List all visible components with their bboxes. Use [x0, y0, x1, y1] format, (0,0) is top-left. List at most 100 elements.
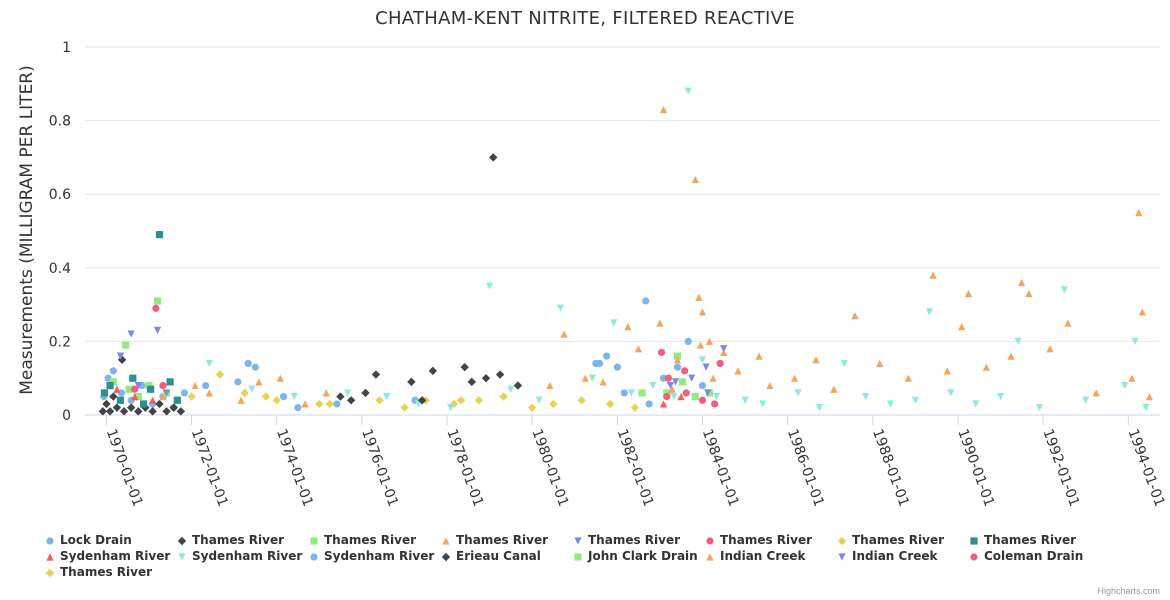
series-12	[638, 378, 687, 397]
legend-item[interactable]: Sydenham River	[44, 549, 170, 563]
series-5	[131, 304, 724, 404]
data-point	[696, 341, 705, 349]
data-point	[876, 359, 884, 368]
data-point	[1092, 389, 1100, 397]
data-point	[1121, 381, 1129, 390]
legend-item[interactable]: Thames River	[308, 533, 416, 547]
x-tick-label: 1988-01-01	[869, 427, 912, 509]
legend-item[interactable]: Indian Creek	[704, 549, 806, 563]
data-point	[638, 389, 646, 397]
series-16	[261, 392, 466, 409]
data-point	[301, 400, 309, 408]
data-point	[513, 381, 523, 390]
legend-label: Thames River	[60, 565, 153, 579]
legend-item[interactable]: Lock Drain	[44, 533, 132, 547]
series-14	[671, 378, 712, 397]
legend-item[interactable]: Thames River	[44, 565, 152, 579]
data-point	[549, 399, 558, 409]
data-point	[705, 337, 714, 345]
data-point	[361, 388, 370, 398]
legend-marker-icon	[310, 552, 318, 561]
legend-item[interactable]: Sydenham River	[308, 549, 434, 563]
data-point	[215, 370, 225, 379]
data-point	[294, 404, 302, 412]
data-point	[237, 396, 245, 404]
data-point	[187, 392, 196, 401]
data-point	[173, 396, 181, 404]
data-point	[125, 385, 133, 393]
data-point	[447, 404, 455, 412]
legend-marker-icon	[177, 536, 187, 545]
legend-marker-icon	[310, 536, 318, 545]
data-point	[684, 337, 692, 345]
data-point	[134, 393, 142, 401]
data-point	[682, 389, 690, 397]
data-point	[400, 403, 409, 412]
x-tick-label: 1976-01-01	[358, 427, 401, 509]
data-point	[346, 396, 356, 405]
series-1	[98, 153, 523, 416]
data-point	[371, 370, 381, 379]
data-point	[702, 363, 710, 371]
data-point	[698, 356, 707, 364]
data-point	[205, 389, 213, 397]
data-point	[272, 396, 281, 405]
legend-item[interactable]: Sydenham River	[176, 549, 302, 563]
credits-link[interactable]: Highcharts.com	[1097, 586, 1160, 596]
legend-item[interactable]: Coleman Drain	[968, 549, 1083, 563]
data-point	[670, 393, 678, 401]
legend-item[interactable]: Indian Creek	[836, 549, 938, 563]
data-point	[634, 345, 643, 353]
data-point	[620, 389, 628, 397]
legend-item[interactable]: Thames River	[704, 533, 812, 547]
data-point	[691, 175, 699, 184]
data-point	[122, 341, 130, 349]
data-point	[595, 359, 604, 368]
x-tick-label: 1980-01-01	[528, 427, 571, 509]
data-point	[957, 323, 966, 331]
data-point	[557, 304, 565, 312]
legend-marker-icon	[838, 552, 846, 561]
y-tick-label: 0.4	[49, 261, 71, 277]
legend-item[interactable]: Thames River	[572, 533, 680, 547]
series-8	[113, 385, 685, 408]
data-point	[109, 367, 117, 375]
data-point	[202, 381, 210, 390]
data-point	[815, 404, 824, 412]
data-point	[148, 407, 157, 416]
data-point	[527, 403, 537, 412]
legend-item[interactable]: Thames River	[836, 533, 944, 547]
data-point	[155, 399, 164, 409]
legend-marker-icon	[574, 536, 582, 545]
data-point	[117, 389, 126, 397]
legend-label: Sydenham River	[324, 549, 435, 563]
series-10	[595, 359, 653, 408]
legend-item[interactable]: Thames River	[440, 533, 548, 547]
data-point	[642, 297, 650, 305]
x-tick-label: 1982-01-01	[614, 427, 657, 509]
data-point	[645, 400, 653, 408]
data-point	[1131, 337, 1139, 345]
data-point	[109, 378, 117, 386]
data-point	[830, 385, 838, 393]
legend-label: Sydenham River	[192, 549, 303, 563]
data-point	[971, 400, 980, 408]
legend-item[interactable]: Thames River	[968, 533, 1076, 547]
data-point	[255, 378, 263, 386]
data-point	[149, 396, 157, 404]
data-point	[131, 385, 139, 393]
data-point	[546, 381, 554, 390]
y-tick-label: 1	[62, 40, 71, 56]
legend-item[interactable]: Erieau Canal	[440, 549, 541, 563]
data-point	[535, 396, 543, 404]
data-point	[1135, 209, 1143, 217]
data-point	[261, 392, 271, 401]
data-point	[1082, 396, 1090, 404]
legend-item[interactable]: John Clark Drain	[572, 549, 698, 563]
legend-item[interactable]: Thames River	[176, 533, 284, 547]
data-point	[481, 374, 491, 383]
series-4	[116, 326, 728, 397]
data-point	[929, 271, 937, 279]
legend-label: Erieau Canal	[456, 549, 541, 563]
y-tick-label: 0.6	[49, 187, 71, 203]
